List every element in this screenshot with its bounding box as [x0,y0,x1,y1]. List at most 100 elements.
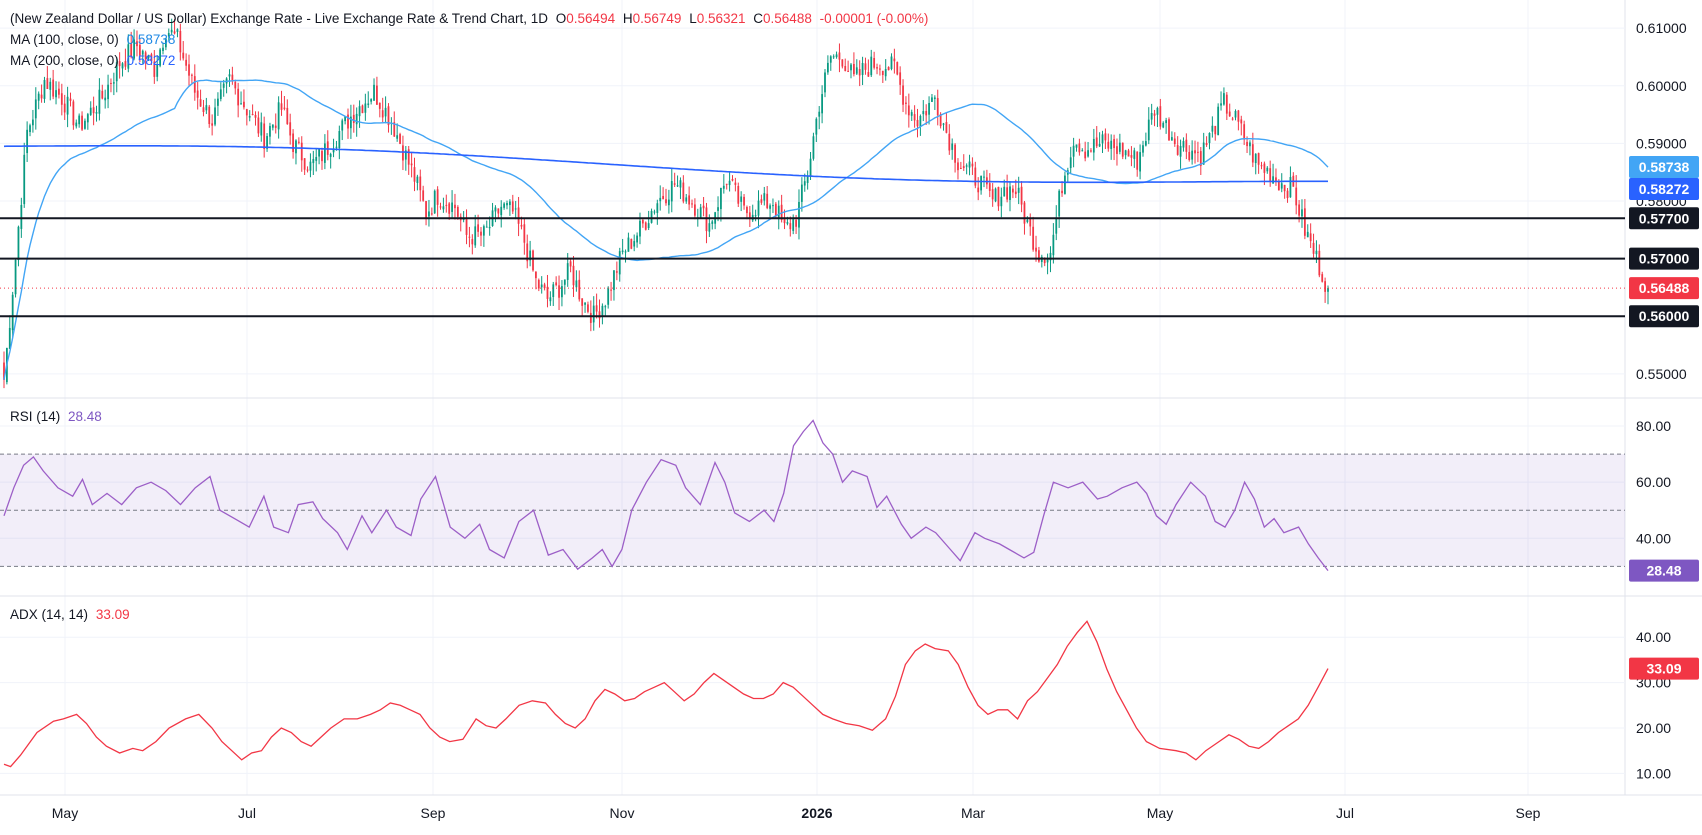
candle-up [1052,223,1055,264]
candles [3,18,1329,389]
candle-body [488,226,491,229]
candle-body [1275,177,1277,181]
candle-body [228,74,231,77]
candle-down [644,221,647,231]
candle-up [1272,163,1274,184]
candle-down [959,161,962,170]
candle-up [8,315,11,350]
candle-down [422,185,425,202]
candle-body [1098,143,1101,147]
candle-body [52,79,55,97]
candle-down [402,135,404,171]
candle-up [1211,116,1214,138]
candle-body [205,105,208,111]
candle-body [847,70,850,72]
candle-body [37,93,40,101]
candle-body [1017,187,1020,193]
candle-up [884,59,887,81]
candle-up [37,91,40,110]
candle-down [867,59,870,77]
chart-header: (New Zealand Dollar / US Dollar) Exchang… [10,11,932,26]
candle-up [601,303,604,325]
candle-up [647,210,650,230]
rsi-legend[interactable]: RSI (14) 28.48 [10,409,106,424]
ma200-legend[interactable]: MA (200, close, 0) 0.58272 [10,53,179,68]
level-badge: 0.57700 [1629,207,1699,230]
candle-body [1162,122,1165,128]
candle-down [945,112,948,134]
ma100-legend[interactable]: MA (100, close, 0) 0.58738 [10,32,179,47]
candle-body [595,305,598,312]
candle-body [529,250,532,261]
candle-body [133,39,135,59]
candle-body [572,265,575,286]
candle-body [222,83,225,88]
candle-down [532,249,534,272]
candle-body [621,250,624,252]
candle-body [766,193,769,209]
adx-legend[interactable]: ADX (14, 14) 33.09 [10,607,134,622]
candle-down [746,205,748,220]
candle-body [708,223,711,232]
candle-body [939,114,942,127]
candle-up [260,112,263,142]
candle-body [549,297,552,302]
candle-body [682,182,685,202]
candle-body [1173,138,1176,145]
candle-body [112,82,115,84]
candle-up [508,199,511,216]
candle-body [321,150,323,162]
candle-body [772,205,774,207]
candle-body [86,114,89,123]
candle-body [919,115,922,127]
candle-up [618,247,621,282]
candle-body [980,175,982,191]
candle-body [243,101,245,108]
candle-down [118,52,121,79]
candle-body [688,195,691,205]
candle-body [355,113,358,125]
candle-down [1237,109,1240,131]
candle-body [1254,153,1257,164]
candle-body [1043,258,1046,264]
candle-up [1058,189,1061,228]
candle-up [933,95,936,111]
candle-body [471,239,474,245]
candle-down [150,52,153,66]
candle-down [245,108,248,126]
rsi-badge-bg [1629,559,1699,582]
candle-body [959,167,962,169]
candle-up [416,174,419,191]
candle-up [133,29,135,61]
candle-body [350,116,352,129]
candle-down [587,301,589,314]
candle-down [436,186,439,217]
candle-body [598,311,601,319]
candle-body [922,111,925,115]
candle-down [352,104,355,133]
candle-body [581,298,584,306]
last-price-badge: 0.56488 [1629,277,1699,300]
candle-up [1118,133,1121,155]
candle-body [448,203,451,214]
candle-body [115,62,118,82]
candle-down [297,137,300,145]
candle-body [1170,137,1173,141]
candle-up [824,69,826,98]
candle-down [58,81,60,99]
candle-up [95,105,98,122]
candle-up [592,296,595,331]
candle-down [694,198,696,220]
candle-body [740,196,743,202]
candle-body [566,263,569,280]
candle-up [757,190,760,229]
candle-body [260,122,263,136]
candle-body [1165,120,1168,124]
candle-down [1292,172,1295,187]
candle-body [1156,107,1159,115]
candle-up [1133,147,1136,168]
candle-body [1199,151,1202,167]
candle-up [323,134,326,170]
candle-body [1061,190,1063,194]
